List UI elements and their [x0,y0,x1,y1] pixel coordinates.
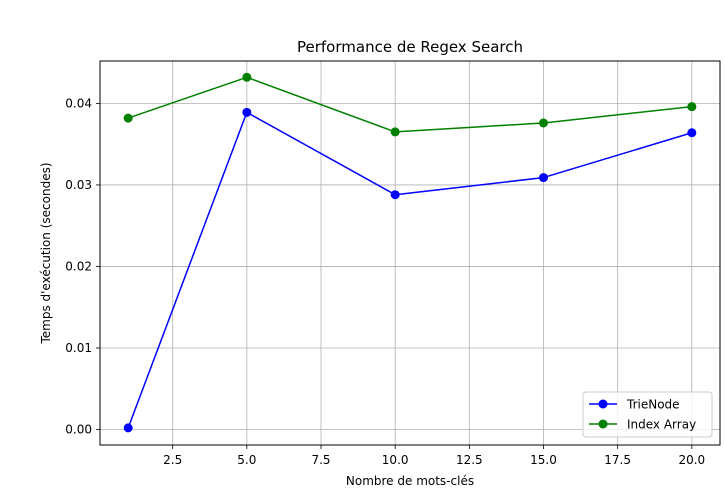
x-tick-label: 5.0 [237,453,256,467]
data-point-index-array [687,102,697,112]
data-point-trienode [538,173,548,183]
data-point-trienode [123,423,133,433]
x-tick-label: 20.0 [678,453,705,467]
y-tick-label: 0.00 [65,423,92,437]
y-tick-label: 0.04 [65,96,92,110]
chart-title: Performance de Regex Search [297,38,523,56]
legend: TrieNode Index Array [582,391,713,438]
x-tick-label: 7.5 [311,453,330,467]
legend-marker-index-array [598,419,608,429]
x-tick-label: 17.5 [604,453,631,467]
legend-marker-trienode [598,399,608,409]
data-point-trienode [687,128,697,138]
y-tick-label: 0.02 [65,259,92,273]
y-tick-label: 0.01 [65,341,92,355]
plot-frame [99,60,721,446]
series-index-array [123,72,697,137]
x-axis-label: Nombre de mots-clés [346,474,474,488]
series-layer [123,72,697,433]
x-axis: 2.5 5.0 7.5 10.0 12.5 15.0 17.5 20.0 [163,445,705,467]
x-tick-label: 2.5 [163,453,182,467]
y-axis: 0.00 0.01 0.02 0.03 0.04 [65,96,100,437]
x-tick-label: 10.0 [382,453,409,467]
data-point-index-array [538,118,548,128]
data-point-index-array [242,72,252,82]
y-tick-label: 0.03 [65,178,92,192]
data-point-index-array [390,127,400,137]
grid [100,61,720,445]
y-axis-label: Temps d'exécution (secondes) [39,162,53,344]
legend-label-index-array: Index Array [627,418,696,432]
data-point-index-array [123,113,133,123]
x-tick-label: 12.5 [456,453,483,467]
series-trienode [123,107,697,433]
data-point-trienode [390,190,400,200]
x-tick-label: 15.0 [530,453,557,467]
data-point-trienode [242,107,252,117]
legend-label-trienode: TrieNode [626,398,680,412]
